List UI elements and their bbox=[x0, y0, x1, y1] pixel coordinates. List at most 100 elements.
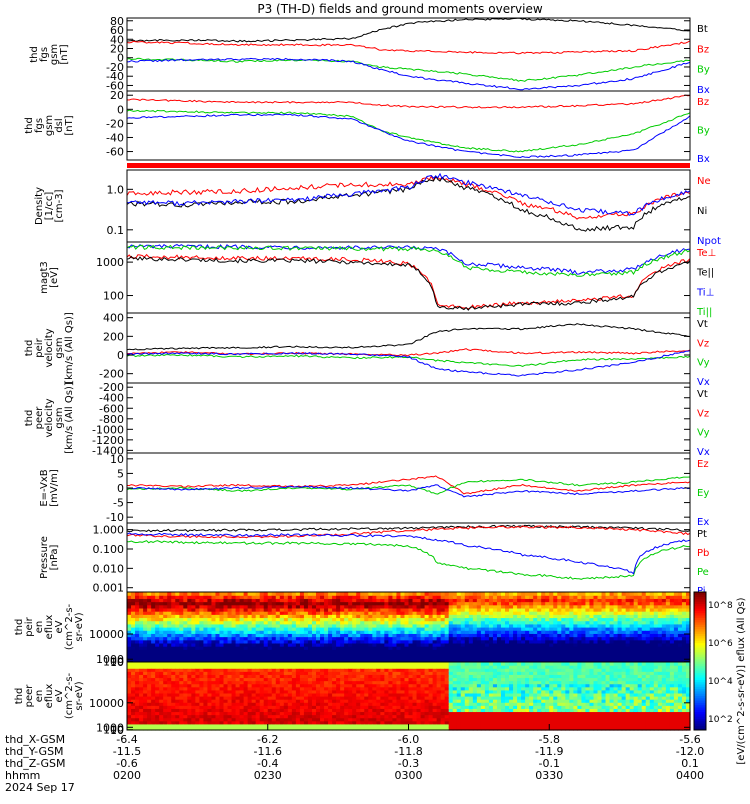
heatmap-cell bbox=[473, 592, 478, 596]
heatmap-cell bbox=[409, 662, 414, 666]
heatmap-cell bbox=[417, 592, 422, 596]
heatmap-cell bbox=[135, 662, 140, 666]
heatmap-cell bbox=[388, 662, 393, 666]
heatmap-cell bbox=[288, 592, 293, 596]
heatmap-cell bbox=[372, 662, 377, 666]
heatmap-cell bbox=[501, 592, 506, 596]
separator-bar bbox=[127, 163, 690, 168]
heatmap-cell bbox=[179, 662, 184, 666]
y-tick-label: -200 bbox=[99, 368, 124, 381]
legend-Ni: Ni bbox=[697, 206, 707, 217]
y-tick-label: 10 bbox=[110, 656, 124, 669]
heatmap-cell bbox=[593, 592, 598, 596]
heatmap-cell bbox=[352, 662, 357, 666]
legend-Npot: Npot bbox=[697, 236, 721, 247]
heatmap-cell bbox=[404, 662, 409, 666]
heatmap-cell bbox=[577, 592, 582, 596]
heatmap-cell bbox=[360, 592, 365, 596]
heatmap-cell bbox=[368, 592, 373, 596]
y-tick-label: 0 bbox=[117, 349, 124, 362]
heatmap-cell bbox=[421, 662, 426, 666]
heatmap-cell bbox=[232, 662, 237, 666]
heatmap-cell bbox=[135, 592, 140, 596]
heatmap-cell bbox=[340, 592, 345, 596]
series-line-Bx bbox=[127, 58, 690, 89]
y-axis-label: E=-VxB[mV/m] bbox=[39, 469, 60, 507]
heatmap-cell bbox=[304, 592, 309, 596]
heatmap-cell bbox=[139, 662, 144, 666]
heatmap-cell bbox=[211, 662, 216, 666]
heatmap-cell bbox=[151, 592, 156, 596]
y-tick-label: 1000 bbox=[96, 256, 124, 269]
heatmap-cell bbox=[244, 592, 249, 596]
heatmap-cell bbox=[606, 592, 611, 596]
legend-Pe: Pe bbox=[697, 567, 709, 578]
legend-Pb: Pb bbox=[697, 548, 709, 559]
heatmap-cell bbox=[147, 662, 152, 666]
heatmap-cell bbox=[493, 592, 498, 596]
heatmap-cell bbox=[187, 592, 192, 596]
series-line-Npot bbox=[127, 174, 690, 215]
heatmap-cell bbox=[288, 662, 293, 666]
heatmap-cell bbox=[585, 592, 590, 596]
legend-Vz: Vz bbox=[697, 408, 709, 419]
heatmap-cell bbox=[521, 592, 526, 596]
y-tick-label: 0 bbox=[117, 482, 124, 495]
legend-Vt: Vt bbox=[697, 389, 708, 400]
heatmap-cell bbox=[413, 592, 418, 596]
y-tick-label: -20 bbox=[106, 117, 124, 130]
heatmap-cell bbox=[244, 662, 249, 666]
legend-Vy: Vy bbox=[697, 428, 710, 439]
heatmap-cell bbox=[296, 592, 301, 596]
heatmap-cell bbox=[240, 662, 245, 666]
heatmap-cell bbox=[264, 662, 269, 666]
panel-frame bbox=[127, 18, 690, 91]
heatmap-cell bbox=[179, 592, 184, 596]
heatmap-cell bbox=[384, 592, 389, 596]
y-tick-label: -40 bbox=[106, 131, 124, 144]
heatmap-cell bbox=[469, 592, 474, 596]
heatmap-cell bbox=[211, 592, 216, 596]
heatmap-cell bbox=[203, 662, 208, 666]
heatmap-cell bbox=[236, 662, 241, 666]
heatmap-cell bbox=[425, 592, 430, 596]
heatmap-cell bbox=[256, 592, 261, 596]
y-axis-label-line: [nPa] bbox=[49, 544, 60, 570]
panel-frame bbox=[127, 170, 690, 242]
heatmap-cell bbox=[228, 662, 233, 666]
heatmap-cell bbox=[284, 662, 289, 666]
legend-Ex: Ex bbox=[697, 517, 709, 528]
heatmap-cell bbox=[674, 592, 679, 596]
heatmap-cell bbox=[598, 592, 603, 596]
heatmap-cell bbox=[312, 592, 317, 596]
legend-Bz: Bz bbox=[697, 97, 709, 108]
heatmap-cell bbox=[481, 592, 486, 596]
heatmap-cell bbox=[312, 662, 317, 666]
heatmap-cell bbox=[187, 662, 192, 666]
heatmap-cell bbox=[336, 592, 341, 596]
heatmap-cell bbox=[638, 592, 643, 596]
heatmap-cell bbox=[429, 662, 434, 666]
heatmap-cell bbox=[533, 592, 538, 596]
heatmap-cell bbox=[324, 592, 329, 596]
heatmap-cell bbox=[392, 662, 397, 666]
heatmap-cell bbox=[509, 592, 514, 596]
panel-frame bbox=[127, 383, 690, 453]
series-line-Pi bbox=[127, 533, 690, 574]
heatmap-cell bbox=[662, 592, 667, 596]
heatmap-cell bbox=[658, 592, 663, 596]
heatmap-cell bbox=[364, 592, 369, 596]
legend-Bx: Bx bbox=[697, 154, 710, 165]
y-tick-label: -60 bbox=[106, 146, 124, 159]
heatmap-cell bbox=[569, 592, 574, 596]
heatmap-cell bbox=[380, 592, 385, 596]
heatmap-cell bbox=[175, 662, 180, 666]
heatmap-cell bbox=[626, 592, 631, 596]
heatmap-cell bbox=[224, 592, 229, 596]
heatmap-cell bbox=[143, 662, 148, 666]
heatmap-cell bbox=[191, 592, 196, 596]
